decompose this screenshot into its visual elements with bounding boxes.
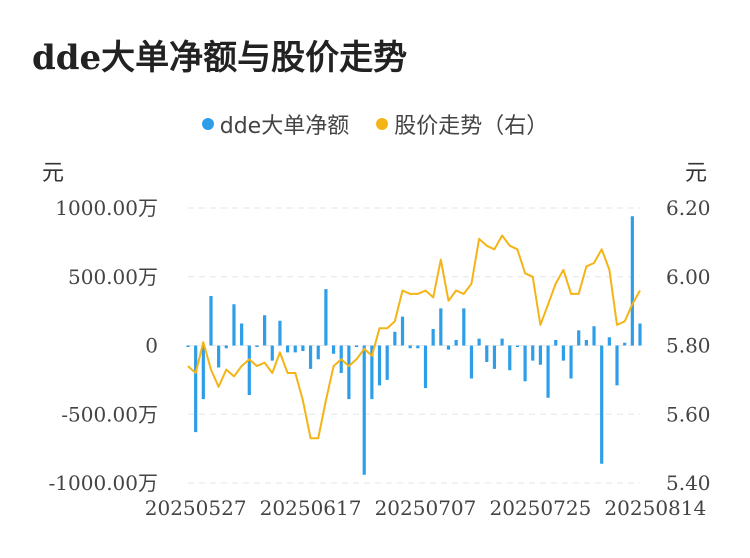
bar xyxy=(500,338,504,346)
bar xyxy=(232,304,236,346)
line-series-price xyxy=(187,234,641,440)
right-tick-label: 6.20 xyxy=(666,196,711,220)
left-tick-label: 0 xyxy=(145,334,158,358)
bar xyxy=(186,345,190,347)
bar xyxy=(600,345,604,464)
bar xyxy=(240,323,244,346)
bar xyxy=(492,345,497,369)
bar xyxy=(431,329,435,346)
bar xyxy=(255,345,259,347)
x-tick-label: 20250527 xyxy=(145,496,247,520)
bar xyxy=(623,342,627,346)
bar xyxy=(293,345,297,353)
x-tick-label: 20250707 xyxy=(375,496,477,520)
legend-dot-dde xyxy=(201,118,214,130)
bar xyxy=(278,320,282,346)
bar xyxy=(607,337,611,346)
legend-item-price[interactable]: 股价走势（右） xyxy=(376,108,548,140)
left-tick-label: -1000.00万 xyxy=(49,471,158,495)
bar xyxy=(354,345,359,347)
bar xyxy=(209,296,213,346)
right-tick-label: 5.60 xyxy=(666,402,711,426)
bar xyxy=(377,345,382,386)
bar xyxy=(446,345,451,350)
bar-series-dde xyxy=(186,216,642,475)
legend-label-dde: dde大单净额 xyxy=(219,114,350,139)
bar xyxy=(408,345,412,349)
bar xyxy=(477,338,481,346)
legend-dot-price xyxy=(376,118,389,130)
bar xyxy=(439,308,443,346)
x-tick-label: 20250725 xyxy=(490,496,592,520)
x-tick-label: 20250814 xyxy=(604,496,706,520)
right-tick-label: 5.40 xyxy=(666,471,711,495)
chart-title: dde大单净额与股价走势 xyxy=(32,38,408,78)
bar xyxy=(385,345,389,380)
bar xyxy=(508,345,512,371)
legend-item-dde[interactable]: dde大单净额 xyxy=(201,108,350,140)
bar xyxy=(454,340,458,346)
bar xyxy=(469,345,474,379)
bar xyxy=(194,345,198,433)
bar xyxy=(416,345,420,349)
bar xyxy=(554,340,558,346)
bar xyxy=(638,323,642,346)
bar xyxy=(523,345,527,382)
bar xyxy=(546,345,550,398)
bar xyxy=(561,345,565,361)
legend-label-price: 股价走势（右） xyxy=(394,114,549,139)
bar xyxy=(630,216,634,346)
bar xyxy=(569,345,573,379)
x-tick-label: 20250617 xyxy=(260,496,362,520)
bar xyxy=(201,345,205,400)
bar xyxy=(247,345,251,395)
bar xyxy=(592,326,596,346)
bar xyxy=(308,345,313,369)
bar xyxy=(285,345,290,353)
bar xyxy=(347,345,351,400)
legend: dde大单净额 股价走势（右） xyxy=(0,108,750,140)
bar xyxy=(316,345,320,360)
bar xyxy=(224,345,228,349)
left-tick-label: -500.00万 xyxy=(61,402,158,426)
left-axis-ticks: 1000.00万 500.00万 0 -500.00万 -1000.00万 xyxy=(49,196,158,495)
bar xyxy=(270,345,274,361)
bar xyxy=(301,345,305,351)
bar xyxy=(462,308,466,346)
bar xyxy=(485,345,489,362)
x-axis-ticks: 20250527 20250617 20250707 20250725 20250814 xyxy=(145,496,706,520)
bar xyxy=(331,345,336,354)
bar xyxy=(400,316,405,346)
right-tick-label: 6.00 xyxy=(666,265,711,289)
bar xyxy=(362,345,366,475)
right-axis-unit: 元 xyxy=(685,161,708,186)
bar xyxy=(577,330,581,346)
left-axis-unit: 元 xyxy=(42,161,65,186)
right-tick-label: 5.80 xyxy=(666,334,711,358)
bar xyxy=(515,345,520,347)
bar xyxy=(263,315,267,346)
bar xyxy=(615,345,619,386)
bar xyxy=(584,340,588,346)
bar xyxy=(531,345,535,361)
bar xyxy=(324,289,328,346)
bar xyxy=(370,345,374,400)
bar xyxy=(393,331,397,346)
left-tick-label: 500.00万 xyxy=(68,265,158,289)
right-axis-ticks: 6.20 6.00 5.80 5.60 5.40 xyxy=(666,196,711,495)
bar xyxy=(217,345,221,368)
left-tick-label: 1000.00万 xyxy=(55,196,158,220)
bar xyxy=(423,345,428,389)
bar xyxy=(538,345,543,365)
